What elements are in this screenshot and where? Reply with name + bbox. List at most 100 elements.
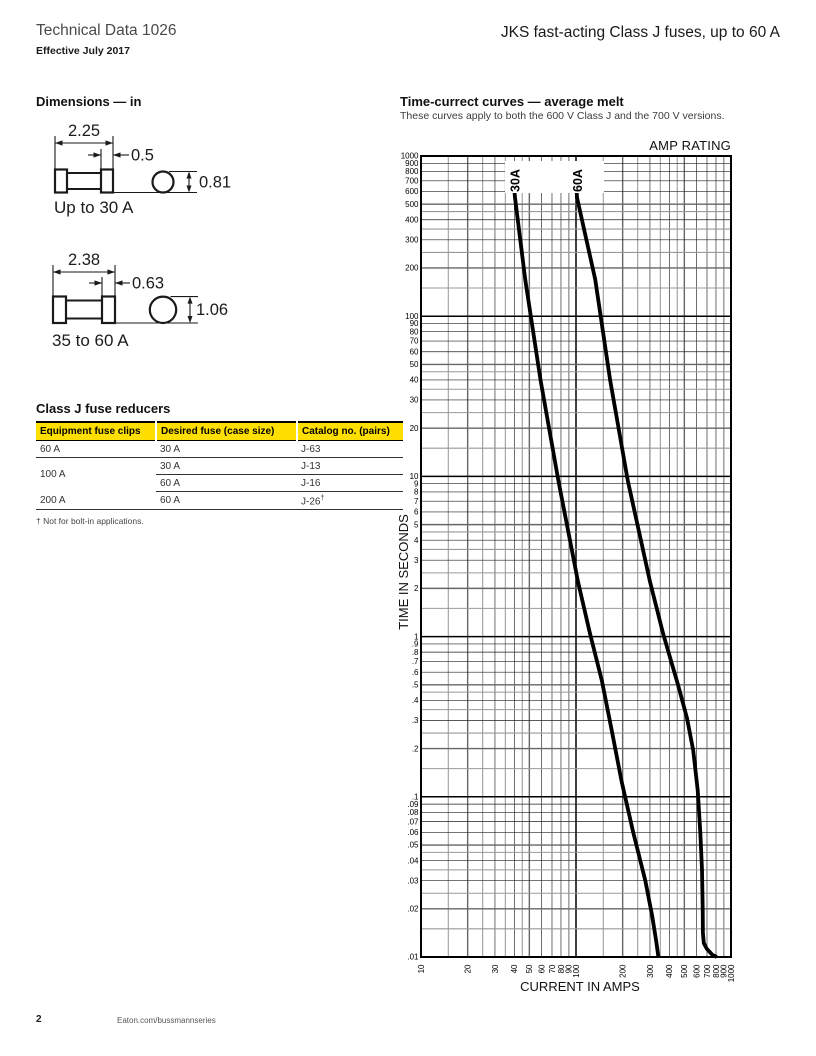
y-tick-label: 400 [405, 215, 419, 224]
y-tick-label: 70 [410, 337, 419, 346]
y-tick-label: .5 [412, 681, 419, 690]
fuse1-label: Up to 30 A [54, 198, 134, 217]
y-tick-label: 6 [414, 508, 419, 517]
table-header-row: Equipment fuse clips Desired fuse (case … [36, 422, 403, 441]
table-row: 60 A 30 A J-63 [36, 440, 403, 458]
chart-curves [511, 180, 718, 959]
x-tick-label: 80 [557, 964, 566, 973]
x-tick-label: 20 [463, 964, 472, 973]
cell-fuse: 30 A [156, 457, 297, 475]
fuse-end-view-1 [151, 170, 175, 194]
y-tick-label: .09 [407, 800, 419, 809]
series-label-60A: 60A [571, 169, 585, 192]
y-tick-label: 90 [410, 319, 419, 328]
y-tick-label: .03 [407, 876, 419, 885]
x-tick-label: 90 [565, 964, 574, 973]
y-tick-label: 3 [414, 556, 419, 565]
page-number: 2 [36, 1014, 42, 1025]
fuse2-label: 35 to 60 A [52, 331, 129, 350]
y-tick-label: 7 [414, 497, 419, 506]
curves-heading: Time-currect curves — average melt [400, 94, 624, 109]
chart-grid [420, 155, 732, 958]
y-tick-label: 300 [405, 235, 419, 244]
x-tick-label: 1000 [727, 964, 736, 982]
y-tick-label: 10 [410, 472, 419, 481]
table-row: 200 A 60 A J-26† [36, 491, 403, 511]
y-tick-label: 1000 [401, 152, 419, 161]
cell-fuse: 60 A [156, 491, 297, 511]
dim-length-1: 2.25 [68, 122, 100, 140]
y-tick-label: 20 [410, 424, 419, 433]
y-tick-label: 50 [410, 360, 419, 369]
x-tick-label: 200 [618, 964, 627, 978]
fuse-end-view-2 [148, 295, 178, 325]
amp-rating-label: AMP RATING [649, 138, 731, 153]
cell-fuse: 60 A [156, 474, 297, 492]
y-tick-label: 900 [405, 159, 419, 168]
x-tick-label: 300 [646, 964, 655, 978]
fuse-drawing-up-to-30a: 2.25 0.5 0.81 Up to 30 A [53, 122, 231, 217]
y-tick-label: .07 [407, 817, 419, 826]
y-tick-label: 8 [414, 488, 419, 497]
curve-60A [574, 180, 718, 959]
y-tick-label: 600 [405, 187, 419, 196]
x-tick-label: 50 [525, 964, 534, 973]
x-tick-label: 900 [720, 964, 729, 978]
y-tick-label: .9 [412, 640, 419, 649]
cell-catalog: J-63 [297, 440, 403, 458]
cell-clips: 200 A [36, 491, 156, 511]
y-tick-label: 200 [405, 264, 419, 273]
footer-url: Eaton.com/bussmannseries [117, 1016, 216, 1025]
curves-description: These curves apply to both the 600 V Cla… [400, 110, 725, 122]
y-tick-label: .7 [412, 657, 419, 666]
y-tick-label: 500 [405, 200, 419, 209]
table-footnote: † Not for bolt-in applications. [36, 516, 144, 526]
amp-rating-label-box [505, 161, 604, 193]
y-tick-label: 2 [414, 584, 419, 593]
series-label-30A: 30A [508, 169, 522, 192]
y-tick-label: .3 [412, 716, 419, 725]
y-tick-label: 30 [410, 396, 419, 405]
doc-title: Technical Data 1026 [36, 22, 177, 39]
y-tick-label: 100 [405, 312, 419, 321]
fuse-drawing-35-to-60a: 2.38 0.63 1.06 35 to 60 A [51, 251, 228, 350]
x-tick-label: 700 [703, 964, 712, 978]
y-tick-label: .6 [412, 668, 419, 677]
y-tick-label: .01 [407, 953, 419, 962]
x-tick-label: 500 [680, 964, 689, 978]
y-tick-label: .2 [412, 744, 419, 753]
y-tick-label: 4 [414, 536, 419, 545]
x-tick-label: 60 [537, 964, 546, 973]
cell-catalog: J-13 [297, 457, 403, 475]
cell-clips: 60 A [36, 440, 156, 458]
y-tick-label: .08 [407, 808, 419, 817]
x-tick-label: 10 [417, 964, 426, 973]
dim-diameter-1: 0.81 [199, 174, 231, 192]
dim-diameter-2: 1.06 [196, 301, 228, 319]
x-tick-label: 800 [712, 964, 721, 978]
dim-length-2: 2.38 [68, 251, 100, 269]
col-header-catalog-no: Catalog no. (pairs) [296, 422, 403, 441]
y-tick-label: 700 [405, 177, 419, 186]
x-tick-label: 100 [572, 964, 581, 978]
dim-cap-2: 0.63 [132, 275, 164, 293]
series-labels: 30A 60A [508, 169, 585, 192]
col-header-equipment-clips: Equipment fuse clips [36, 422, 156, 441]
dimensions-heading: Dimensions — in [36, 94, 142, 109]
y-tick-label: 80 [410, 327, 419, 336]
table-row: 60 A J-16 [36, 474, 403, 492]
product-title: JKS fast-acting Class J fuses, up to 60 … [500, 24, 780, 41]
dagger-mark: † [320, 494, 325, 502]
dim-cap-1: 0.5 [131, 147, 154, 165]
x-tick-label: 600 [692, 964, 701, 978]
x-tick-label: 70 [548, 964, 557, 973]
y-tick-label: 5 [414, 520, 419, 529]
cell-catalog: J-16 [297, 474, 403, 492]
curve-30A [511, 180, 661, 958]
cell-clips: 100 A [40, 469, 66, 481]
catalog-no: J-26 [301, 495, 321, 507]
x-tick-label: 400 [665, 964, 674, 978]
